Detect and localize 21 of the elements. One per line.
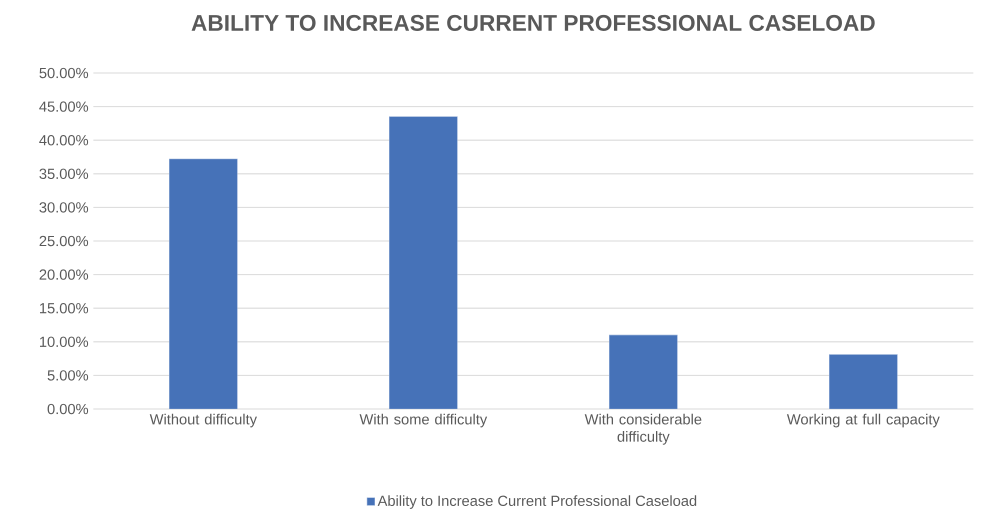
x-tick-label: Working at full capacity [786,414,940,428]
y-tick-label: 40.00% [39,135,88,146]
bar [829,354,898,409]
y-tick-label: 0.00% [48,404,88,414]
y-tick-label: 25.00% [40,236,88,246]
y-tick-label: 15.00% [40,303,88,314]
bar [169,158,238,409]
bar [389,116,458,409]
y-tick-label: 30.00% [39,202,88,213]
x-tick-label: With considerable difficulty [584,414,702,445]
y-tick-label: 45.00% [39,101,88,112]
chart-title: ABILITY TO INCREASE CURRENT PROFESSIONAL CASELOAD [192,14,875,31]
bar [609,334,678,409]
y-tick-label: 10.00% [40,336,88,347]
legend-label: Ability to Increase Current Professional Caseload [378,495,696,509]
x-tick-label: With some difficulty [360,414,488,428]
x-tick-label: Without difficulty [150,414,257,428]
y-tick-label: 35.00% [39,168,88,179]
y-tick-label: 50.00% [39,68,88,78]
y-tick-label: 20.00% [40,269,88,280]
y-tick-label: 5.00% [48,370,88,381]
